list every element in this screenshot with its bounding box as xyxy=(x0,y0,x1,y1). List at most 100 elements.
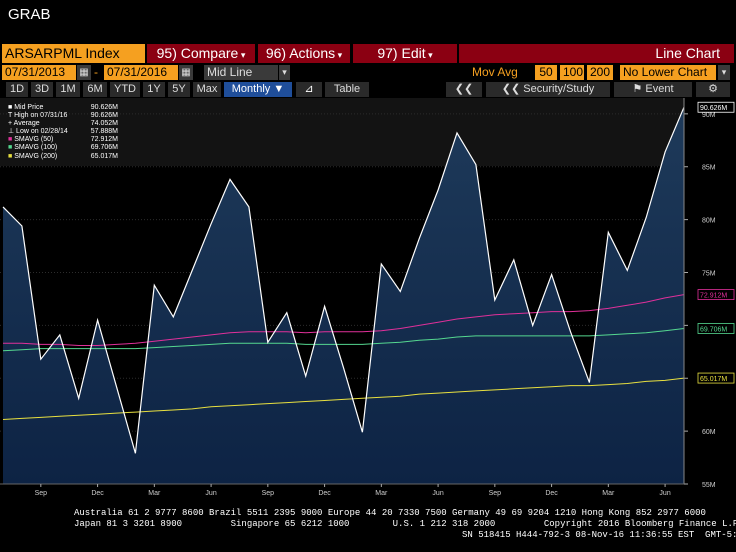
y-tick-label: 85M xyxy=(702,165,716,172)
legend-text: Low on 02/28/14 xyxy=(16,128,68,136)
settings-button[interactable]: ⚙ xyxy=(696,82,730,97)
legend-item: + Average 74.052M xyxy=(8,120,118,128)
chevron-down-icon: ▼ xyxy=(270,83,285,95)
calendar-icon[interactable]: ▦ xyxy=(179,65,193,80)
legend-value: 57.888M xyxy=(90,128,118,136)
flag-icon: ⚑ xyxy=(632,83,646,95)
line-type-select[interactable]: Mid Line xyxy=(204,65,278,80)
y-tick-label: 60M xyxy=(702,429,716,436)
tab-1d[interactable]: 1D xyxy=(6,82,28,97)
edit-menu[interactable]: 97) Edit ▾ xyxy=(353,44,457,63)
legend-swatch-icon: ■ xyxy=(8,136,15,144)
window-title: GRAB xyxy=(8,6,51,23)
tab-6m[interactable]: 6M xyxy=(83,82,107,97)
legend-text: SMAVG (100) xyxy=(14,144,58,152)
right-value-label: 72.912M xyxy=(700,293,727,300)
right-label-box xyxy=(697,101,735,113)
right-value-label: 69.706M xyxy=(700,326,727,333)
series-line-mid-price xyxy=(2,106,685,454)
calendar-icon[interactable]: ▦ xyxy=(77,65,91,80)
x-tick-label: Dec xyxy=(318,490,331,497)
date-separator: - xyxy=(94,65,98,79)
mov-avg-label: Mov Avg xyxy=(472,65,518,79)
x-tick-label: Jun xyxy=(205,490,216,497)
chevron-down-icon: ▾ xyxy=(425,50,433,60)
lower-chart-select[interactable]: No Lower Chart xyxy=(620,65,716,80)
legend-value: 69.706M xyxy=(90,144,118,152)
legend-swatch-icon: + xyxy=(8,120,14,128)
legend-text: SMAVG (200) xyxy=(14,152,58,160)
ticker-field[interactable]: ARSARPML Index xyxy=(2,44,145,63)
plot-top-band xyxy=(0,98,684,166)
right-label-box xyxy=(697,289,735,300)
line-chart-toggle[interactable]: ⊿ xyxy=(296,82,322,97)
chevron-down-icon[interactable]: ▾ xyxy=(718,65,730,80)
chevron-down-icon: ▾ xyxy=(238,50,246,60)
footer-line-3: SN 518415 H444-792-3 08-Nov-16 11:36:55 … xyxy=(462,530,736,540)
actions-menu[interactable]: 96) Actions ▾ xyxy=(258,44,350,63)
legend-value: 74.052M xyxy=(90,120,118,128)
footer: Australia 61 2 9777 8600 Brazil 5511 239… xyxy=(0,504,736,552)
legend-item: T High on 07/31/16 90.626M xyxy=(8,112,118,120)
legend-value: 90.626M xyxy=(90,104,118,111)
start-date-field[interactable]: 07/31/2013 xyxy=(2,65,76,80)
line-chart: 55M60M65M70M75M80M85M90M SepDecMarJunSep… xyxy=(0,98,736,507)
tab-5y[interactable]: 5Y xyxy=(168,82,190,97)
tab-3d[interactable]: 3D xyxy=(31,82,53,97)
title-bar: GRAB xyxy=(0,0,736,42)
y-tick-label: 75M xyxy=(702,270,716,277)
double-chevron-left-icon: ❮❮ xyxy=(501,83,524,95)
x-tick-label: Jun xyxy=(432,490,443,497)
right-label-box xyxy=(697,372,735,384)
security-study-button[interactable]: ❮❮ Security/Study xyxy=(486,82,610,97)
tab-1y[interactable]: 1Y xyxy=(143,82,165,97)
legend-text: Mid Price xyxy=(14,104,44,111)
mov-avg-50[interactable]: 50 xyxy=(535,65,557,80)
edit-label: 97) Edit xyxy=(377,45,426,61)
legend-swatch-icon: T xyxy=(8,112,15,120)
event-button[interactable]: ⚑ Event xyxy=(614,82,692,97)
series-line-smavg-50- xyxy=(3,294,685,346)
end-date-field[interactable]: 07/31/2016 xyxy=(104,65,178,80)
legend-value: 72.912M xyxy=(90,136,118,144)
frequency-select[interactable]: Monthly ▼ xyxy=(224,82,292,97)
compare-menu[interactable]: 95) Compare ▾ xyxy=(147,44,255,63)
footer-line-2: Japan 81 3 3201 8900 Singapore 65 6212 1… xyxy=(74,519,736,529)
legend-value: 65.017M xyxy=(90,152,118,160)
price-area xyxy=(3,107,684,484)
legend-item: ⊥ Low on 02/28/14 57.888M xyxy=(8,128,118,136)
legend-value: 90.626M xyxy=(90,112,118,120)
legend-label: ■ SMAVG (50) xyxy=(8,136,53,144)
frequency-label: Monthly xyxy=(231,83,271,95)
tab-ytd[interactable]: YTD xyxy=(110,82,140,97)
legend-label: T High on 07/31/16 xyxy=(8,112,67,120)
mov-avg-100[interactable]: 100 xyxy=(560,65,584,80)
double-chevron-left-icon: ❮❮ xyxy=(454,83,474,95)
right-value-label: 90.626M xyxy=(700,105,727,112)
legend-item: ■ SMAVG (200) 65.017M xyxy=(8,153,118,161)
series-line-smavg-100- xyxy=(2,328,685,352)
x-tick-label: Jun xyxy=(659,490,670,497)
tab-max[interactable]: Max xyxy=(193,82,221,97)
legend-label: ■ Mid Price xyxy=(8,104,43,112)
right-value-labels: 90.626M 72.912M 69.706M 65.017M xyxy=(697,101,735,384)
chevron-down-icon[interactable]: ▾ xyxy=(279,65,290,80)
legend-label: ⊥ Low on 02/28/14 xyxy=(8,128,68,136)
event-label: Event xyxy=(645,83,674,95)
legend-text: High on 07/31/16 xyxy=(14,112,68,120)
chart-type-menu[interactable]: Line Chart xyxy=(459,44,734,63)
legend-swatch-icon: ■ xyxy=(8,104,15,111)
y-tick-label: 80M xyxy=(702,218,716,225)
x-tick-label: Mar xyxy=(148,490,161,497)
legend-label: ■ SMAVG (100) xyxy=(8,144,57,152)
legend-swatch-icon: ■ xyxy=(8,152,15,160)
tab-1m[interactable]: 1M xyxy=(56,82,80,97)
series-line-smavg-200- xyxy=(2,377,685,420)
chevron-down-icon: ▾ xyxy=(335,50,343,60)
actions-label: 96) Actions xyxy=(265,45,336,61)
chart-area: 55M60M65M70M75M80M85M90M SepDecMarJunSep… xyxy=(0,98,736,507)
mov-avg-200[interactable]: 200 xyxy=(587,65,613,80)
collapse-button[interactable]: ❮❮ xyxy=(446,82,482,97)
legend-item: ■ SMAVG (50) 72.912M xyxy=(8,136,118,144)
table-button[interactable]: Table xyxy=(325,82,369,97)
